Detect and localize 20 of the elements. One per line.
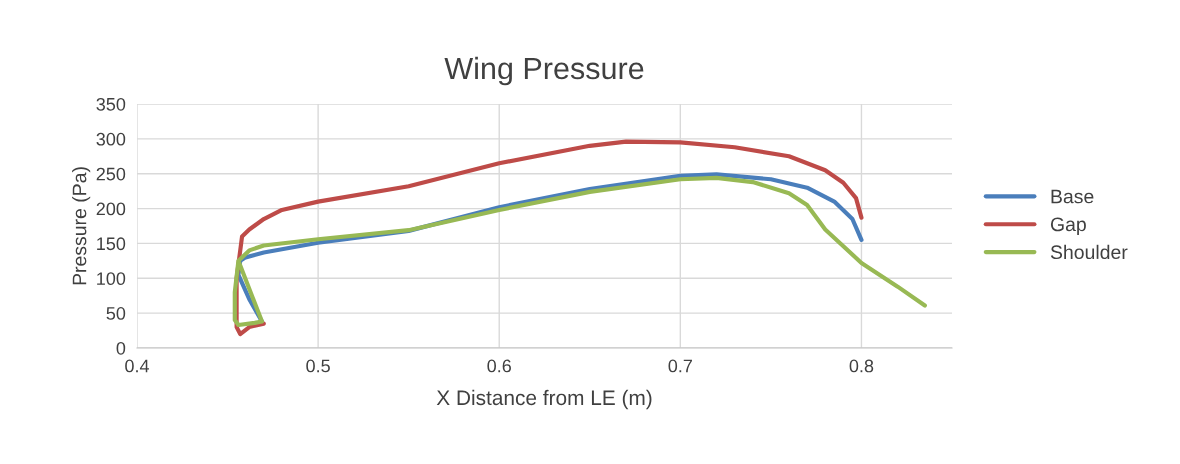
y-axis-title: Pressure (Pa) [72, 167, 91, 285]
y-tick-label: 200 [96, 202, 126, 216]
legend-label: Base [1051, 189, 1094, 204]
y-tick-label: 150 [97, 237, 126, 251]
line-series [234, 139, 864, 337]
y-tick-label: 300 [96, 132, 126, 146]
chart-title: Wing Pressure [444, 56, 644, 86]
x-tick-label: 0.7 [668, 359, 692, 373]
y-tick-label: 50 [106, 307, 126, 320]
x-tick-label: 0.5 [306, 359, 330, 373]
y-tick-label: 350 [96, 97, 126, 111]
legend-label: Shoulder [1050, 244, 1128, 260]
y-tick-label: 100 [97, 272, 126, 286]
y-tick-label: 0 [116, 341, 126, 355]
y-tick-label: 250 [96, 167, 126, 181]
x-tick-label: 0.6 [487, 359, 511, 373]
x-tick-label: 0.8 [849, 359, 874, 373]
x-axis-title: X Distance from LE (m) [436, 389, 652, 410]
x-tick-label: 0.4 [125, 359, 150, 373]
legend-label: Gap [1050, 217, 1086, 236]
